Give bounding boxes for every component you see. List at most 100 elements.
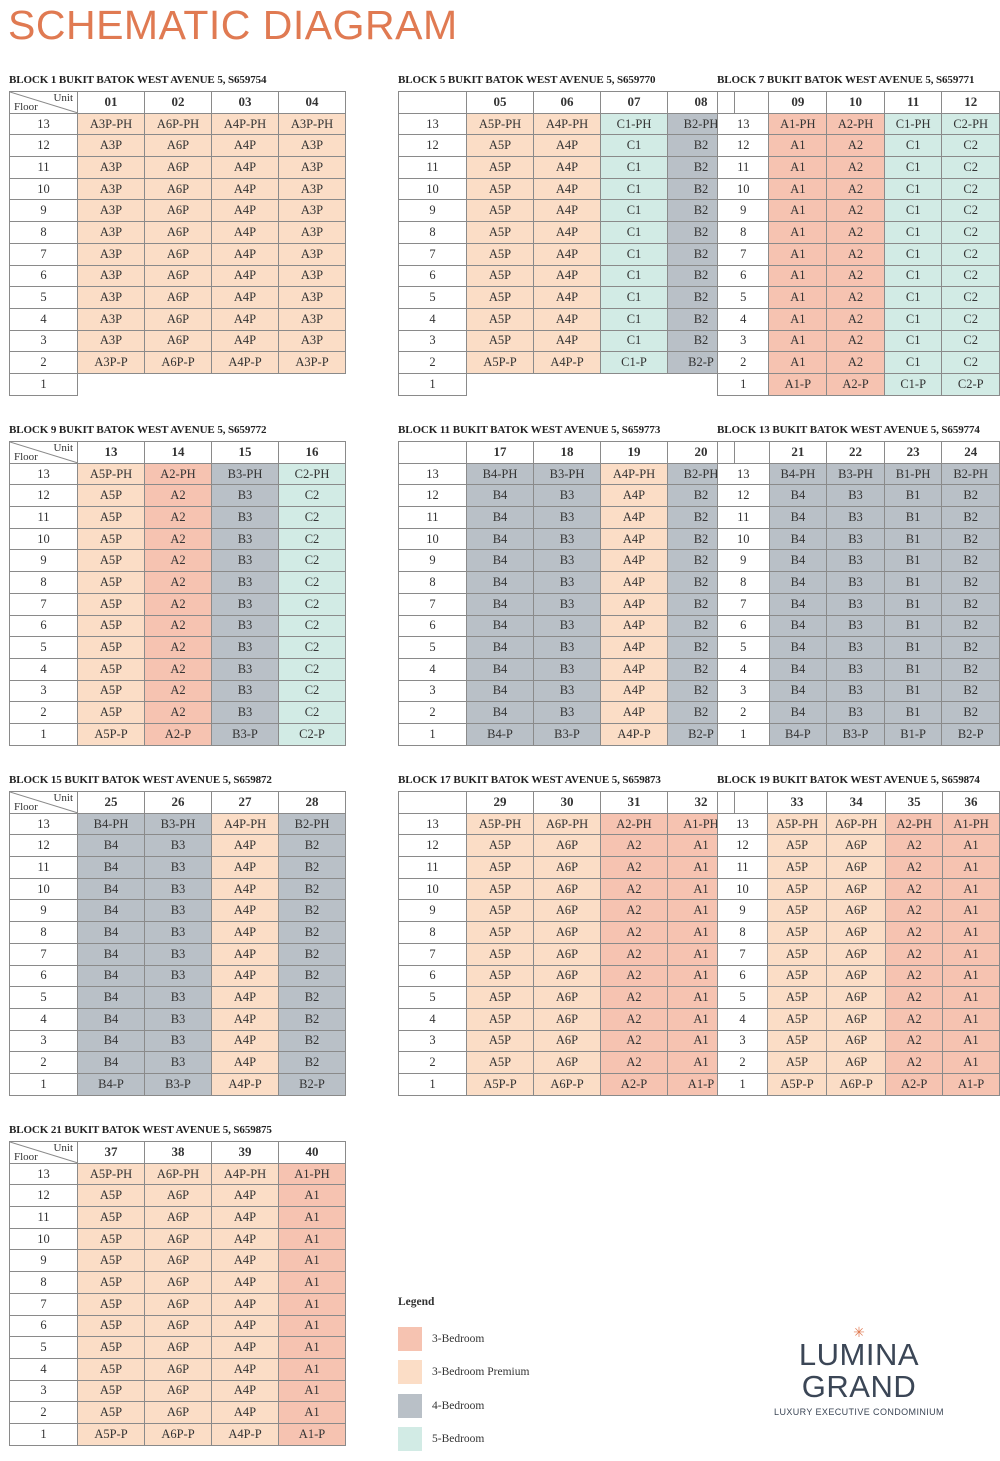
- unit-type-cell: A2: [885, 942, 944, 966]
- unit-type-cell: A4P-P: [600, 722, 668, 746]
- unit-type-cell: A6P: [144, 199, 212, 223]
- floor-row: 2 A5P-P A4P-P C1-P B2-P: [398, 351, 735, 374]
- floor-row: 2 A5P A6P A4P A1: [9, 1401, 346, 1424]
- unit-type-cell: A3P-P: [278, 351, 346, 374]
- unit-type-cell: A6P: [826, 1029, 887, 1053]
- block-title: BLOCK 1 BUKIT BATOK WEST AVENUE 5, S6597…: [9, 74, 267, 86]
- unit-type-cell: B2: [278, 1051, 346, 1074]
- floor-number: 9: [9, 899, 78, 923]
- unit-type-cell: B3: [533, 657, 601, 681]
- unit-type-cell: B2: [941, 636, 1000, 659]
- unit-type-cell: A6P: [144, 1379, 212, 1403]
- floor-number: 6: [9, 964, 78, 988]
- unit-number: 36: [942, 791, 1000, 814]
- unit-type-cell: C1: [883, 221, 943, 244]
- unit-type-cell: A5P-PH: [77, 1162, 145, 1186]
- floor-row: 7 A5P A6P A2 A1: [398, 942, 735, 966]
- floor-row: 9 B4 B3 B1 B2: [717, 549, 1000, 573]
- unit-type-cell: A5P: [77, 701, 145, 724]
- unit-type-cell: B3: [533, 614, 601, 638]
- unit-type-cell: B1: [883, 636, 943, 659]
- floor-row: 10 B4 B3 A4P B2: [398, 527, 735, 551]
- unit-type-cell: C1: [600, 286, 668, 309]
- unit-type-cell: A6P: [826, 986, 887, 1009]
- corner-unit-label: Unit: [53, 792, 73, 804]
- unit-type-cell: A2: [885, 834, 944, 858]
- floor-number: 10: [398, 527, 467, 551]
- unit-type-cell: A3P: [77, 264, 145, 288]
- floor-row: 1 B4-P B3-P B1-P B2-P: [717, 722, 1000, 746]
- unit-type-cell: A4P: [211, 964, 279, 988]
- floor-row: 7 B4 B3 B1 B2: [717, 592, 1000, 616]
- floor-row: 13 B4-PH B3-PH A4P-PH B2-PH: [398, 462, 735, 486]
- floor-row: 5 A5P A6P A2 A1: [717, 986, 1000, 1009]
- floor-row: 13 A5P-PH A6P-PH A2-PH A1-PH: [717, 812, 1000, 836]
- floor-number: 10: [398, 177, 467, 201]
- floor-row: 6 B4 B3 A4P B2: [398, 614, 735, 638]
- floor-row: 8 A5P A6P A2 A1: [398, 921, 735, 944]
- unit-type-cell: B4: [768, 636, 828, 659]
- unit-type-cell: A2-PH: [600, 812, 668, 836]
- block-title: BLOCK 5 BUKIT BATOK WEST AVENUE 5, S6597…: [398, 74, 656, 86]
- unit-type-cell: B4: [77, 964, 145, 988]
- unit-type-cell: A2: [826, 199, 885, 223]
- unit-type-cell: C1: [600, 329, 668, 353]
- unit-type-cell: A6P: [533, 921, 601, 944]
- unit-type-cell: A1: [768, 177, 828, 201]
- floor-number: 4: [9, 657, 78, 681]
- floor-row: 7 A3P A6P A4P A3P: [9, 242, 346, 266]
- unit-type-cell: A6P: [144, 1292, 212, 1316]
- unit-number: 13: [77, 441, 145, 464]
- unit-type-cell: A6P-PH: [144, 112, 212, 136]
- floor-row: 4 A5P A4P C1 B2: [398, 307, 735, 331]
- unit-type-cell: B3: [211, 484, 279, 508]
- unit-type-cell: C2-P: [941, 372, 1000, 396]
- unit-type-cell: C1: [883, 286, 943, 309]
- unit-type-cell: B3-PH: [211, 462, 279, 486]
- floor-number: 4: [717, 1007, 768, 1031]
- unit-type-cell: C1: [883, 242, 943, 266]
- unit-type-cell: A5P: [466, 264, 534, 288]
- unit-type-cell: B3: [533, 571, 601, 594]
- legend-item: 3-Bedroom Premium: [398, 1356, 529, 1390]
- floor-row: 4 A1 A2 C1 C2: [716, 307, 1000, 331]
- unit-type-cell: C2: [941, 199, 1000, 223]
- block-8: BLOCK 17 BUKIT BATOK WEST AVENUE 5, S659…: [398, 773, 735, 1096]
- unit-type-cell: [212, 373, 279, 395]
- floor-number: 11: [9, 1206, 78, 1229]
- unit-type-cell: C2: [941, 242, 1000, 266]
- unit-type-cell: B1: [883, 657, 943, 681]
- unit-type-cell: A4P: [211, 242, 279, 266]
- unit-type-cell: A1: [768, 134, 828, 158]
- unit-type-cell: A1: [768, 307, 828, 331]
- unit-type-cell: A2: [826, 286, 885, 309]
- unit-type-cell: B3-PH: [144, 812, 212, 836]
- unit-type-cell: A4P: [533, 242, 601, 266]
- block-title: BLOCK 15 BUKIT BATOK WEST AVENUE 5, S659…: [9, 774, 272, 786]
- unit-type-cell: A5P: [766, 877, 828, 901]
- floor-number: 1: [9, 372, 78, 396]
- unit-type-cell: B1: [883, 506, 943, 529]
- floor-row: 10 A5P A6P A2 A1: [717, 877, 1000, 901]
- floor-row: 12 B4 B3 A4P B2: [9, 834, 346, 858]
- unit-type-cell: A2-P: [144, 722, 212, 746]
- floor-number: 13: [398, 812, 467, 836]
- floor-number: 8: [9, 221, 78, 244]
- unit-type-cell: A4P: [211, 156, 279, 179]
- unit-type-cell: A4P: [533, 199, 601, 223]
- unit-type-cell: A5P: [77, 614, 145, 638]
- unit-type-cell: A5P: [766, 964, 828, 988]
- unit-type-cell: C1-PH: [600, 112, 668, 136]
- unit-type-cell: A6P-P: [144, 1422, 212, 1446]
- unit-number: 29: [466, 791, 534, 814]
- floor-number: 6: [716, 264, 770, 288]
- legend-label: 5-Bedroom: [432, 1433, 485, 1446]
- unit-type-cell: C2: [278, 614, 346, 638]
- unit-type-cell: B4: [768, 679, 828, 703]
- corner-cell: Unit Floor: [9, 441, 78, 464]
- unit-type-cell: A4P: [533, 156, 601, 179]
- floor-number: 9: [398, 199, 467, 223]
- corner-cell: Unit Floor: [9, 791, 78, 814]
- floor-row: 1 A5P-P A2-P B3-P C2-P: [9, 722, 346, 746]
- unit-type-cell: A6P: [826, 1007, 887, 1031]
